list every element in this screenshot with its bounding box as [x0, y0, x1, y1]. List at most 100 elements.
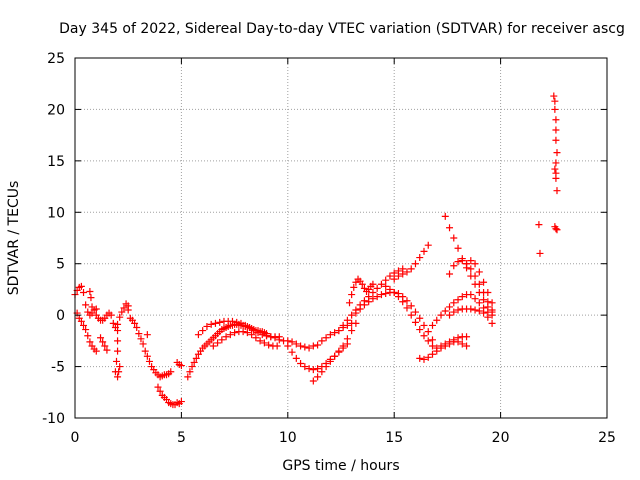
series-j_mid [154, 383, 185, 409]
data-point [97, 334, 105, 342]
data-point [475, 307, 483, 315]
data-point [284, 342, 292, 350]
data-point [356, 305, 364, 313]
data-point [467, 305, 475, 313]
data-point [450, 234, 458, 242]
series-f_early [111, 327, 122, 376]
data-point [458, 293, 466, 301]
data-point [399, 270, 407, 278]
data-point [199, 327, 207, 335]
data-point [450, 308, 458, 316]
y-tick-label: 0 [56, 308, 65, 324]
data-point [177, 362, 185, 370]
series-x_main [429, 291, 496, 329]
data-point [114, 320, 122, 328]
data-point [271, 334, 279, 342]
data-point [314, 365, 322, 373]
data-point [350, 283, 358, 291]
series-k_mid [173, 358, 185, 370]
data-point [471, 272, 479, 280]
data-point [86, 338, 94, 346]
data-point [207, 320, 215, 328]
data-point [118, 308, 126, 316]
data-point [382, 290, 390, 298]
data-point [433, 347, 441, 355]
data-point [226, 331, 234, 339]
data-point [369, 289, 377, 297]
x-tick-label: 25 [598, 430, 616, 446]
series-aa_main [463, 257, 496, 307]
data-point [475, 280, 483, 288]
data-point [552, 225, 560, 233]
series-u_main [390, 241, 432, 283]
data-point [352, 309, 360, 317]
data-point [184, 373, 192, 381]
data-point [167, 368, 175, 376]
data-point [369, 295, 377, 303]
data-point [429, 350, 437, 358]
data-point [114, 373, 122, 381]
data-point [484, 313, 492, 321]
data-point [377, 291, 385, 299]
data-point [107, 311, 115, 319]
data-point [488, 306, 496, 314]
series-ab_main [446, 305, 496, 327]
data-point [335, 327, 343, 335]
data-point [386, 285, 394, 293]
data-point [77, 282, 85, 290]
data-point [318, 337, 326, 345]
data-point [92, 305, 100, 313]
data-point [301, 343, 309, 351]
series-l_main [184, 320, 271, 381]
data-point [416, 354, 424, 362]
data-point [454, 244, 462, 252]
data-point [214, 339, 222, 347]
data-point [403, 304, 411, 312]
data-point [120, 304, 128, 312]
data-point [424, 241, 432, 249]
data-point [420, 321, 428, 329]
data-point [553, 226, 561, 234]
data-point [386, 272, 394, 280]
data-point [275, 336, 283, 344]
data-point [222, 333, 230, 341]
data-point [458, 257, 466, 265]
grid [75, 58, 607, 418]
data-point [237, 319, 245, 327]
data-point [114, 337, 122, 345]
y-tick-label: 5 [56, 257, 65, 273]
data-point [188, 363, 196, 371]
data-point [441, 342, 449, 350]
series-i_early [143, 331, 151, 339]
y-axis-title: SDTVAR / TECUs [6, 181, 22, 296]
data-point [297, 359, 305, 367]
data-point [154, 383, 162, 391]
data-point [463, 342, 471, 350]
series-h_early [124, 306, 175, 381]
data-point [399, 298, 407, 306]
data-point [550, 92, 558, 100]
data-point [348, 311, 356, 319]
data-point [141, 347, 149, 355]
data-point [471, 260, 479, 268]
data-point [552, 136, 560, 144]
data-point [288, 338, 296, 346]
data-point [314, 341, 322, 349]
data-point [260, 339, 268, 347]
data-point [441, 212, 449, 220]
data-point [114, 327, 122, 335]
data-point [551, 97, 559, 105]
x-axis-title: GPS time / hours [282, 458, 399, 474]
data-point [265, 341, 273, 349]
data-point [475, 268, 483, 276]
data-point [331, 329, 339, 337]
data-point [248, 331, 256, 339]
data-point [177, 398, 185, 406]
series-g_early [114, 363, 124, 381]
data-point [373, 284, 381, 292]
data-point [551, 165, 559, 173]
data-point [458, 340, 466, 348]
data-point [424, 353, 432, 361]
data-point [186, 368, 194, 376]
